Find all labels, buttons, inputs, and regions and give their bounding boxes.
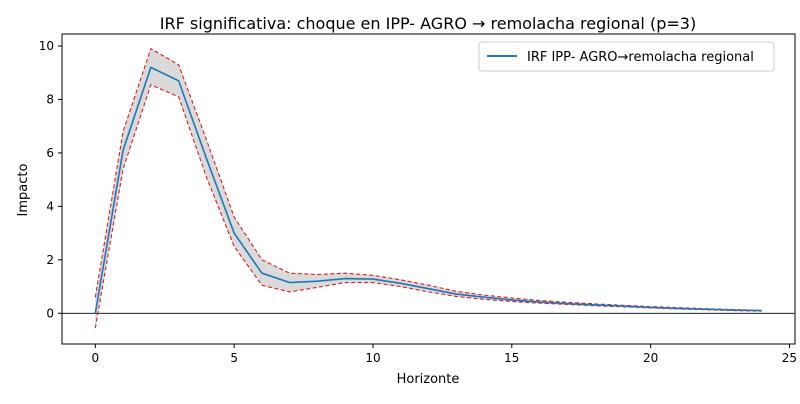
axes-frame (61, 33, 796, 345)
x-axis-label: Horizonte (397, 372, 460, 387)
x-tick-label: 10 (365, 351, 380, 365)
irf-series-line (94, 66, 762, 314)
x-tick-label: 25 (782, 351, 797, 365)
x-tick-label: 15 (504, 351, 519, 365)
y-axis-label: Impacto (16, 164, 31, 217)
y-tick-label: 10 (39, 39, 54, 53)
plot-area (62, 47, 795, 329)
x-tick-label: 0 (91, 351, 99, 365)
confidence-band (95, 48, 762, 328)
y-tick-label: 8 (46, 92, 54, 106)
legend-label: IRF IPP- AGRO→remolacha regional (527, 50, 754, 65)
x-tick-label: 5 (230, 351, 238, 365)
chart-title: IRF significativa: choque en IPP- AGRO →… (160, 14, 696, 33)
y-tick-label: 6 (46, 146, 54, 160)
axis-ticks: 0 5 10 15 20 25 0 2 4 6 8 10 (39, 39, 797, 365)
y-tick-label: 2 (46, 253, 54, 267)
x-tick-label: 20 (643, 351, 658, 365)
y-tick-label: 0 (46, 306, 54, 320)
upper-bound-line (94, 47, 762, 311)
y-tick-label: 4 (46, 199, 54, 213)
legend-box (478, 41, 775, 72)
legend: IRF IPP- AGRO→remolacha regional (478, 41, 775, 72)
